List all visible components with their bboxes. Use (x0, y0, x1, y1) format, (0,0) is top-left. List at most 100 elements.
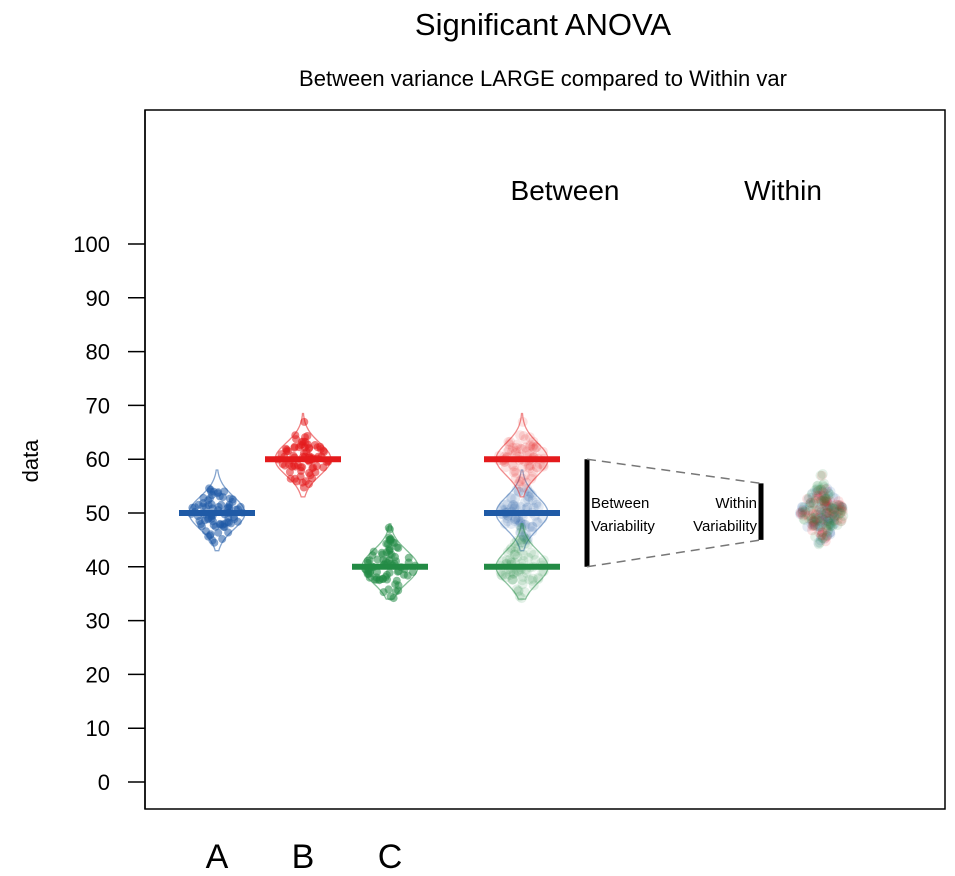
within-group-b (795, 470, 848, 547)
data-point (812, 484, 823, 495)
data-point (797, 510, 808, 521)
data-point (835, 501, 846, 512)
data-point (531, 442, 542, 453)
data-point (827, 503, 838, 514)
data-point (516, 537, 526, 548)
data-point (820, 511, 831, 522)
data-point (808, 520, 819, 531)
violin-outline (495, 523, 549, 600)
data-point (822, 483, 833, 494)
data-point (319, 463, 328, 472)
connector-bottom (586, 539, 762, 568)
data-point (819, 515, 829, 526)
data-point (808, 520, 819, 531)
y-ticks: 0 10 20 30 40 50 60 70 80 90 100 (73, 232, 145, 795)
data-point (509, 549, 520, 560)
data-point (824, 527, 835, 538)
data-point (813, 513, 824, 524)
data-point (824, 508, 835, 518)
data-point (808, 512, 819, 523)
data-point (531, 516, 542, 527)
y-tick-label: 0 (98, 770, 110, 795)
data-point (513, 586, 524, 597)
data-point (819, 496, 830, 507)
data-point (517, 473, 528, 484)
data-point (500, 518, 511, 529)
data-point (524, 463, 535, 474)
data-point (806, 514, 817, 525)
data-point (228, 497, 237, 506)
data-point (515, 430, 526, 441)
data-point (818, 490, 829, 501)
data-point (824, 501, 835, 512)
data-point (521, 534, 532, 545)
data-point (518, 530, 529, 541)
data-point (504, 439, 515, 450)
data-point (825, 521, 836, 531)
data-point (835, 516, 846, 527)
data-point (803, 494, 814, 505)
data-point (834, 499, 845, 510)
chart-subtitle: Between variance LARGE compared to Withi… (299, 66, 787, 91)
data-point (517, 444, 527, 455)
data-point (524, 492, 535, 503)
data-point (502, 547, 513, 558)
data-point (822, 530, 833, 541)
data-point (823, 513, 834, 524)
data-point (821, 493, 832, 504)
data-point (826, 518, 837, 529)
data-point (809, 516, 820, 527)
data-point (517, 462, 528, 473)
data-point (822, 496, 833, 506)
data-point (829, 507, 839, 518)
data-point (817, 513, 828, 524)
data-point (500, 572, 511, 583)
data-point (518, 482, 529, 493)
data-point (810, 512, 821, 523)
data-point (523, 491, 534, 502)
data-point (813, 504, 824, 515)
group-b (265, 412, 341, 498)
y-tick-label: 10 (86, 716, 110, 741)
data-point (503, 437, 514, 447)
data-point (804, 499, 815, 510)
data-point (836, 506, 847, 517)
data-point (815, 490, 826, 500)
data-point (505, 492, 516, 503)
data-point (515, 476, 526, 487)
data-point (814, 537, 825, 548)
data-point (508, 461, 519, 472)
data-point (524, 522, 535, 533)
data-point (505, 544, 516, 555)
data-point (514, 476, 525, 487)
data-point (826, 510, 837, 521)
data-point (806, 519, 817, 529)
data-point (817, 527, 828, 538)
data-point (285, 468, 294, 476)
data-point (809, 517, 820, 527)
between-group-c (495, 522, 549, 604)
data-point (385, 535, 394, 544)
data-point (511, 446, 522, 457)
data-point (319, 446, 328, 455)
data-point (524, 460, 535, 471)
data-point (799, 515, 810, 526)
within-section-label: Within (744, 175, 822, 206)
data-point (825, 502, 836, 513)
data-point (532, 462, 543, 473)
data-point (526, 473, 537, 484)
data-point (819, 500, 830, 511)
data-point (527, 521, 538, 532)
data-point (823, 525, 833, 536)
data-point (817, 495, 828, 506)
data-point (525, 488, 536, 499)
y-tick-label: 100 (73, 232, 110, 257)
data-point (811, 514, 822, 525)
data-point (821, 524, 832, 534)
data-point (513, 585, 524, 596)
data-point (815, 516, 826, 527)
data-point (825, 496, 836, 506)
data-point (821, 500, 832, 511)
data-point (833, 496, 844, 507)
data-point (516, 537, 527, 548)
